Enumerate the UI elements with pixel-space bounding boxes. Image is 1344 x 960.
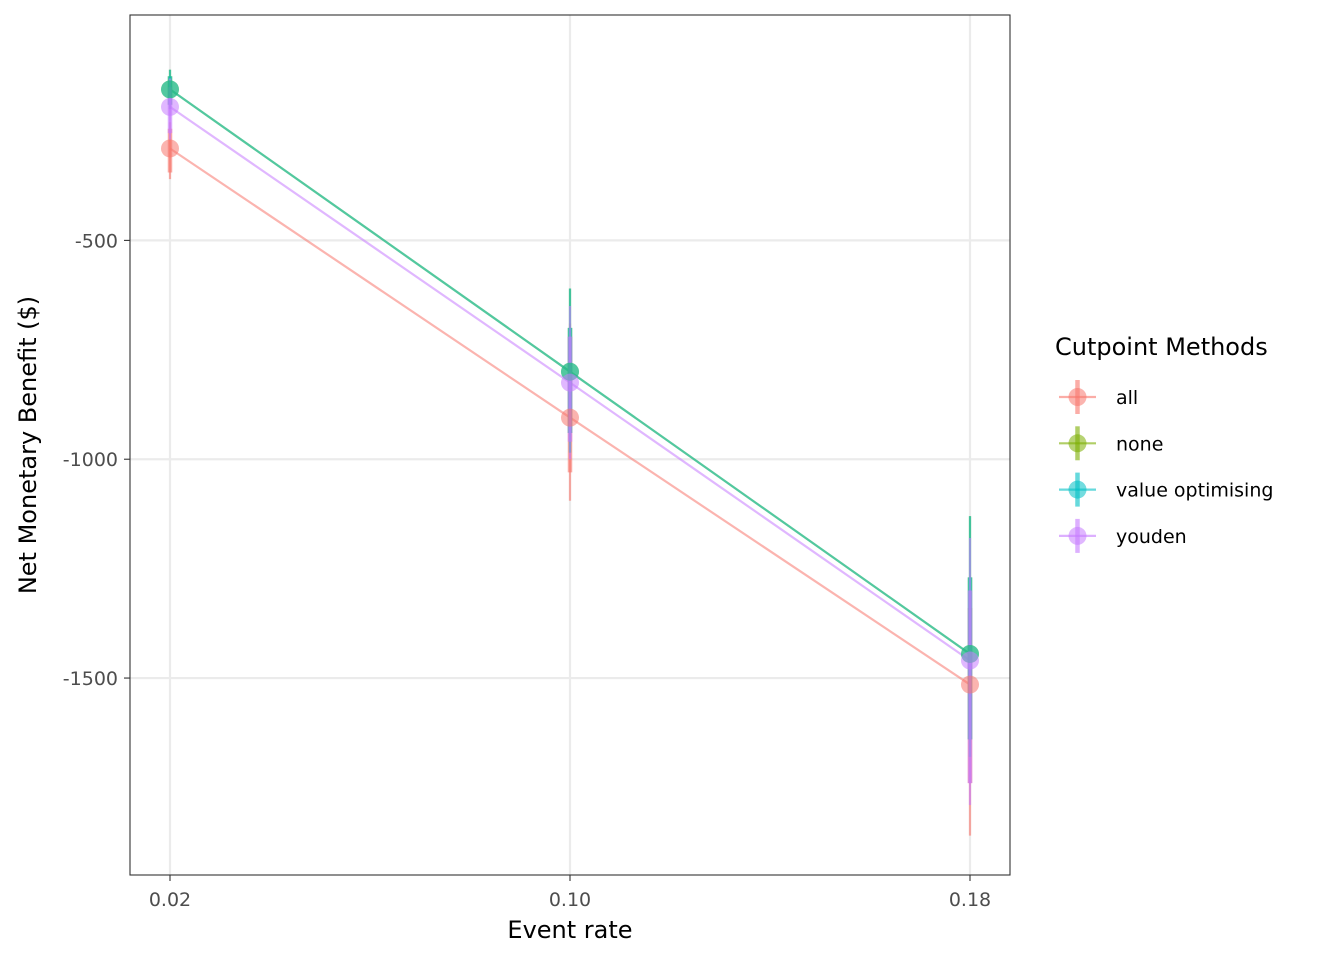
legend-label: none bbox=[1116, 433, 1163, 455]
legend-key-point bbox=[1068, 388, 1087, 406]
legend-label: value optimising bbox=[1116, 480, 1273, 502]
data-point-all bbox=[561, 408, 579, 427]
legend-key-point bbox=[1068, 526, 1087, 545]
y-axis-title: Net Monetary Benefit ($) bbox=[14, 296, 42, 594]
legend-label: all bbox=[1116, 387, 1138, 409]
legend: Cutpoint Methods all none value optimising… bbox=[1055, 333, 1273, 553]
legend-key-point bbox=[1068, 434, 1087, 453]
legend-item-value-optimising: value optimising bbox=[1059, 472, 1273, 507]
data-point-value-optimising bbox=[161, 80, 179, 99]
legend-items: all none value optimising youden bbox=[1059, 380, 1273, 553]
data-points bbox=[161, 80, 979, 694]
y-tick-label: -1000 bbox=[63, 449, 118, 471]
legend-title: Cutpoint Methods bbox=[1055, 333, 1268, 361]
y-tick-label: -1500 bbox=[63, 668, 118, 690]
data-point-youden bbox=[161, 97, 179, 116]
x-tick-label: 0.02 bbox=[149, 889, 191, 911]
legend-item-youden: youden bbox=[1059, 518, 1187, 553]
data-point-all bbox=[161, 139, 179, 158]
legend-key-point bbox=[1068, 480, 1087, 499]
legend-label: youden bbox=[1116, 526, 1187, 548]
x-tick-label: 0.10 bbox=[549, 889, 591, 911]
data-point-all bbox=[961, 675, 979, 694]
data-point-youden bbox=[561, 373, 579, 392]
y-tick-label: -500 bbox=[75, 230, 118, 252]
legend-item-all: all bbox=[1059, 380, 1138, 414]
legend-item-none: none bbox=[1059, 426, 1163, 461]
x-tick-label: 0.18 bbox=[949, 889, 991, 911]
y-axis-ticks: -500 -1000 -1500 bbox=[63, 230, 130, 690]
data-point-youden bbox=[961, 651, 979, 670]
x-axis-ticks: 0.02 0.10 0.18 bbox=[149, 875, 991, 911]
x-axis-title: Event rate bbox=[507, 916, 632, 944]
